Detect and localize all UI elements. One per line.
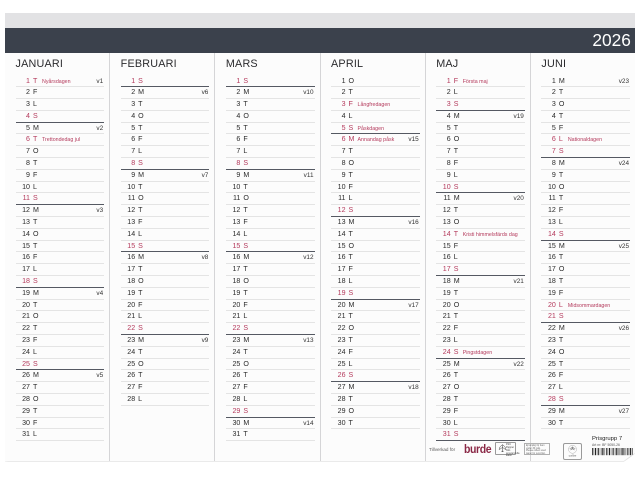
svg-text:calbe: calbe <box>569 454 577 458</box>
